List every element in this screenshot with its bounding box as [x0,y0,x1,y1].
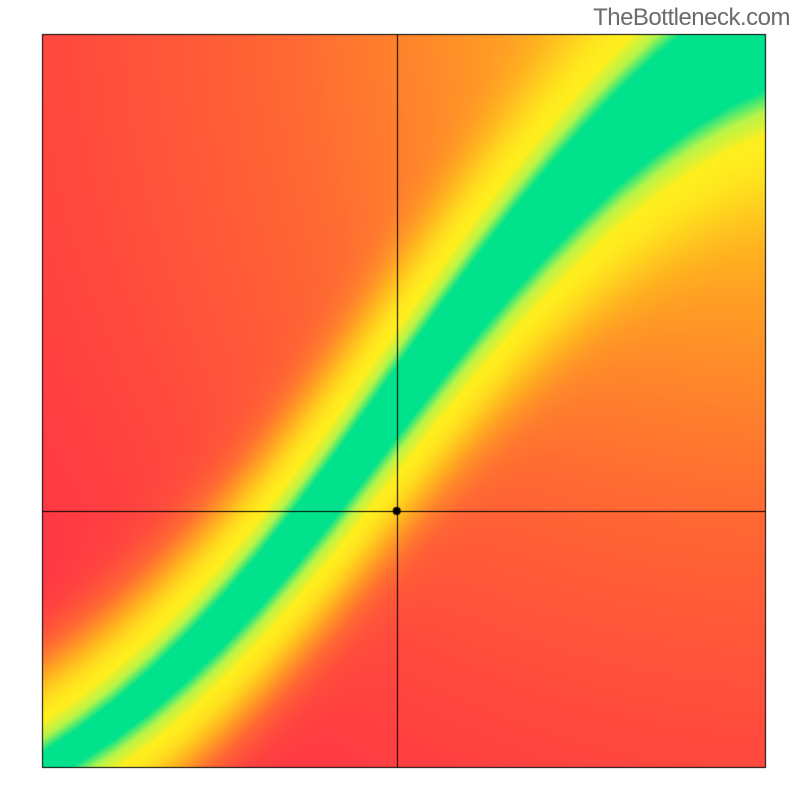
chart-container: TheBottleneck.com [0,0,800,800]
bottleneck-heatmap [0,0,800,800]
attribution-label: TheBottleneck.com [593,4,790,32]
